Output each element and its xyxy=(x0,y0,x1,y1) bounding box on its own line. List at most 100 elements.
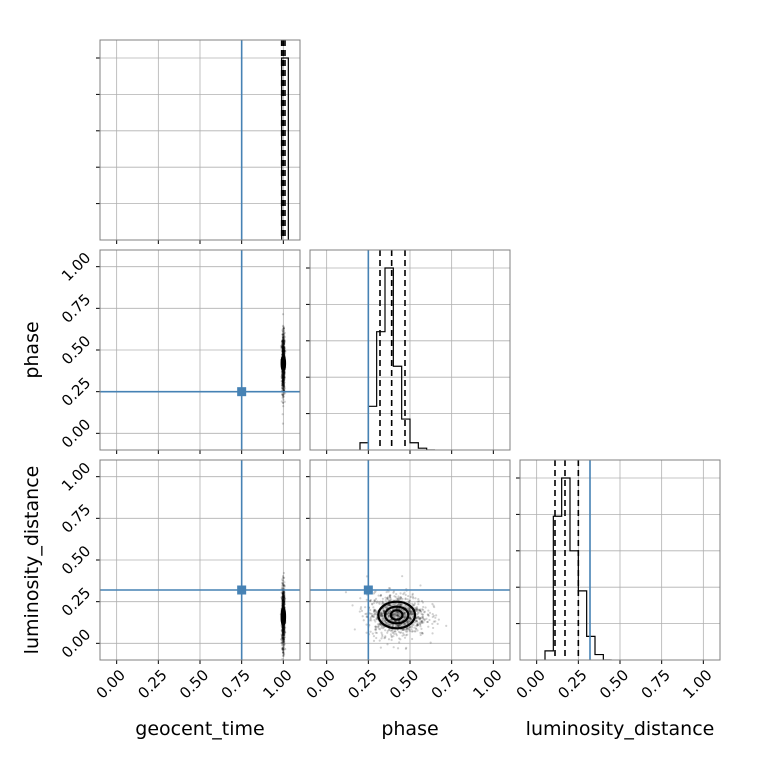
scatter-point xyxy=(282,650,285,653)
scatter-point xyxy=(397,602,400,605)
scatter-point xyxy=(282,626,285,629)
scatter-point xyxy=(280,384,284,387)
scatter-point xyxy=(281,340,285,343)
scatter-point xyxy=(282,584,285,587)
scatter-point xyxy=(281,345,284,348)
x-tick-label: 0.25 xyxy=(344,666,380,702)
scatter-point xyxy=(420,627,423,630)
scatter-point xyxy=(282,345,285,349)
scatter-point xyxy=(280,596,284,599)
scatter-point xyxy=(375,636,378,640)
scatter-point xyxy=(409,611,413,614)
scatter-point xyxy=(403,611,406,614)
scatter-point xyxy=(378,622,381,626)
scatter-point xyxy=(282,571,286,575)
scatter-point xyxy=(282,384,285,387)
scatter-point xyxy=(421,617,425,620)
scatter-point xyxy=(282,596,286,599)
scatter-point xyxy=(282,638,285,641)
scatter-point xyxy=(282,385,286,388)
scatter-point xyxy=(283,602,286,605)
scatter-point xyxy=(282,378,285,381)
scatter-point xyxy=(281,380,284,383)
scatter-point xyxy=(279,344,283,348)
scatter-point xyxy=(281,353,285,356)
scatter-point xyxy=(281,351,285,354)
scatter-point xyxy=(283,596,286,600)
scatter-point xyxy=(282,601,285,604)
scatter-point xyxy=(282,384,285,387)
scatter-point xyxy=(281,384,284,387)
scatter-point xyxy=(282,631,285,634)
scatter-point xyxy=(405,646,408,649)
scatter-point xyxy=(281,341,285,344)
scatter-point xyxy=(282,626,286,630)
scatter-point xyxy=(282,350,285,353)
scatter-point xyxy=(281,348,285,351)
scatter-point xyxy=(414,619,417,623)
scatter-point xyxy=(390,634,393,638)
scatter-point xyxy=(281,595,284,598)
scatter-point xyxy=(427,613,430,616)
scatter-point xyxy=(386,631,389,634)
scatter-point xyxy=(283,628,286,631)
scatter-point xyxy=(283,597,286,600)
scatter-point xyxy=(281,637,284,640)
scatter-point xyxy=(435,614,438,617)
scatter-point xyxy=(369,630,372,633)
scatter-point xyxy=(282,630,286,633)
scatter-point xyxy=(282,378,285,381)
scatter-point xyxy=(283,340,286,343)
scatter-point xyxy=(344,591,348,594)
scatter-point xyxy=(281,346,284,349)
scatter-point xyxy=(281,644,284,647)
scatter-point xyxy=(388,612,391,615)
scatter-point xyxy=(412,597,415,600)
y-tick-label: 1.00 xyxy=(58,249,94,285)
scatter-point xyxy=(409,612,412,615)
scatter-point xyxy=(281,379,285,383)
scatter-point xyxy=(431,622,434,625)
scatter-point xyxy=(281,344,284,348)
scatter-point xyxy=(416,624,419,627)
scatter-point xyxy=(282,330,285,333)
scatter-point xyxy=(396,614,400,617)
scatter-point xyxy=(282,352,286,355)
scatter-point xyxy=(282,344,285,347)
scatter-point xyxy=(283,387,287,390)
panel-frame xyxy=(99,459,301,661)
scatter-point xyxy=(420,612,423,615)
scatter-point xyxy=(392,603,395,606)
scatter-point xyxy=(281,380,284,383)
scatter-point xyxy=(281,350,284,353)
scatter-point xyxy=(281,381,284,385)
scatter-point xyxy=(433,605,436,609)
scatter-point xyxy=(281,348,285,351)
scatter-point xyxy=(283,342,286,346)
scatter-point xyxy=(282,637,285,641)
scatter-point xyxy=(281,593,284,596)
scatter-point xyxy=(282,636,286,639)
scatter-point xyxy=(281,383,285,386)
panel-luminosity_distance-luminosity_distance: 0.00 0.25 0.50 0.75 1.00 xyxy=(513,459,721,702)
scatter-point xyxy=(281,630,285,633)
scatter-point xyxy=(381,617,384,620)
scatter-point xyxy=(419,622,422,625)
scatter-point xyxy=(282,371,285,375)
scatter-point xyxy=(281,654,285,658)
scatter-point xyxy=(404,647,407,650)
scatter-point xyxy=(283,639,286,643)
scatter-point xyxy=(364,612,367,616)
scatter-point xyxy=(281,631,285,634)
scatter-point xyxy=(374,597,378,600)
scatter-point xyxy=(280,373,284,376)
scatter-point xyxy=(281,582,285,585)
scatter-point xyxy=(281,343,284,346)
scatter-point xyxy=(373,618,376,622)
scatter-point xyxy=(396,611,400,614)
scatter-point xyxy=(281,380,284,384)
scatter-point xyxy=(421,621,424,624)
scatter-point xyxy=(397,630,401,633)
scatter-point xyxy=(282,334,285,338)
scatter-point xyxy=(281,602,284,605)
